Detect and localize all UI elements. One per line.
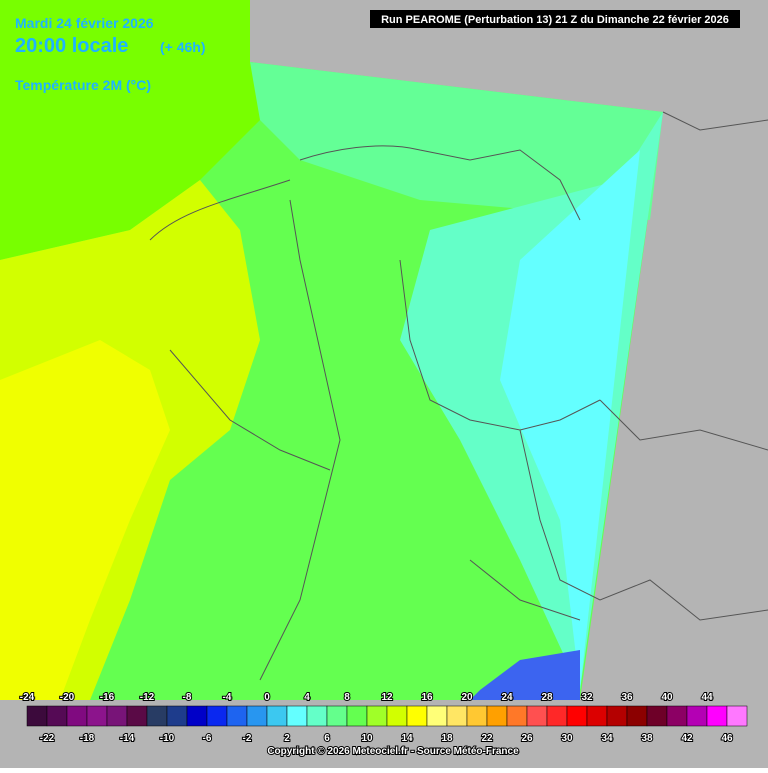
legend-label: 12 (381, 692, 393, 703)
legend-label: -22 (40, 733, 55, 744)
legend-swatch (646, 705, 668, 727)
legend-label: -6 (203, 733, 212, 744)
legend-label: 14 (401, 733, 413, 744)
legend-swatch (106, 705, 128, 727)
color-legend: -24-22-20-18-16-14-12-10-8-6-4-202468101… (19, 691, 748, 745)
legend-swatch (686, 705, 708, 727)
legend-swatch (266, 705, 288, 727)
legend-swatch (706, 705, 728, 727)
legend-swatch (66, 705, 88, 727)
legend-label: 0 (264, 692, 270, 703)
legend-swatch (46, 705, 68, 727)
temp-zone (0, 340, 170, 700)
legend-label: -2 (243, 733, 252, 744)
legend-label: 26 (521, 733, 533, 744)
legend-label: 6 (324, 733, 330, 744)
legend-label: 46 (721, 733, 733, 744)
legend-swatch (506, 705, 528, 727)
legend-label: 34 (601, 733, 613, 744)
legend-label: 38 (641, 733, 653, 744)
legend-swatch (306, 705, 328, 727)
forecast-date: Mardi 24 février 2026 (15, 15, 154, 31)
legend-label: 22 (481, 733, 493, 744)
legend-swatch (466, 705, 488, 727)
run-info: Run PEAROME (Perturbation 13) 21 Z du Di… (381, 14, 729, 26)
legend-swatch (446, 705, 468, 727)
legend-swatch (346, 705, 368, 727)
legend-label: -10 (160, 733, 175, 744)
legend-swatch (606, 705, 628, 727)
legend-label: -18 (80, 733, 95, 744)
legend-label: 10 (361, 733, 373, 744)
legend-label: -24 (20, 692, 35, 703)
legend-label: 30 (561, 733, 573, 744)
legend-swatch (366, 705, 388, 727)
legend-label: 20 (461, 692, 473, 703)
lead-time: (+ 46h) (160, 39, 206, 55)
legend-swatch (126, 705, 148, 727)
legend-label: -12 (140, 692, 155, 703)
legend-label: 16 (421, 692, 433, 703)
legend-label: 44 (701, 692, 713, 703)
legend-swatch (426, 705, 448, 727)
legend-label: -8 (183, 692, 192, 703)
legend-swatch (186, 705, 208, 727)
legend-label: 28 (541, 692, 553, 703)
legend-label: 24 (501, 692, 513, 703)
variable-name: Température 2M (°C) (15, 77, 151, 93)
legend-label: 42 (681, 733, 693, 744)
legend-swatch (546, 705, 568, 727)
legend-swatch (166, 705, 188, 727)
legend-swatch (486, 705, 508, 727)
legend-swatch (86, 705, 108, 727)
legend-label: -20 (60, 692, 75, 703)
legend-swatch (586, 705, 608, 727)
country-borders (149, 111, 768, 681)
legend-label: 2 (284, 733, 290, 744)
legend-swatch (406, 705, 428, 727)
legend-label: 8 (344, 692, 350, 703)
temp-zone (500, 150, 640, 690)
legend-label: 4 (304, 692, 310, 703)
legend-swatch (626, 705, 648, 727)
copyright: Copyright © 2026 Meteociel.fr - Source M… (267, 746, 519, 757)
legend-swatch (146, 705, 168, 727)
legend-swatch (246, 705, 268, 727)
legend-swatch (26, 705, 48, 727)
run-box (370, 10, 740, 28)
forecast-time: 20:00 locale (15, 35, 128, 57)
legend-swatch (386, 705, 408, 727)
legend-label: 18 (441, 733, 453, 744)
legend-swatch (526, 705, 548, 727)
legend-swatch (226, 705, 248, 727)
legend-swatch (666, 705, 688, 727)
legend-label: -16 (100, 692, 115, 703)
legend-label: 40 (661, 692, 673, 703)
legend-swatch (566, 705, 588, 727)
temp-zone (0, 0, 300, 260)
legend-swatch (726, 705, 748, 727)
legend-swatch (206, 705, 228, 727)
legend-label: -4 (223, 692, 232, 703)
temp-zone (470, 650, 580, 700)
legend-label: -14 (120, 733, 135, 744)
legend-label: 32 (581, 692, 593, 703)
legend-swatch (286, 705, 308, 727)
legend-label: 36 (621, 692, 633, 703)
legend-swatch (326, 705, 348, 727)
